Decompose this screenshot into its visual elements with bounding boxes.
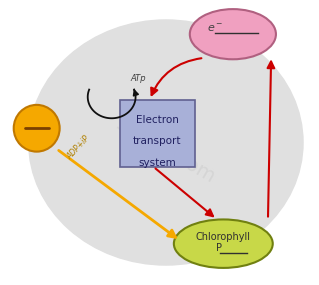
Circle shape <box>29 20 303 265</box>
Ellipse shape <box>14 105 60 152</box>
Text: ATp: ATp <box>131 74 146 83</box>
Text: transport: transport <box>133 136 182 146</box>
Text: $\it{e}^-$: $\it{e}^-$ <box>207 22 224 34</box>
Ellipse shape <box>190 9 276 59</box>
Bar <box>120 100 195 167</box>
Text: shaala.com: shaala.com <box>113 115 219 187</box>
Text: P: P <box>216 243 221 253</box>
Text: Electron: Electron <box>136 115 179 125</box>
Text: ADP+iP: ADP+iP <box>65 135 91 162</box>
Ellipse shape <box>174 219 273 268</box>
Text: system: system <box>138 158 176 168</box>
Text: Chlorophyll: Chlorophyll <box>196 231 251 242</box>
